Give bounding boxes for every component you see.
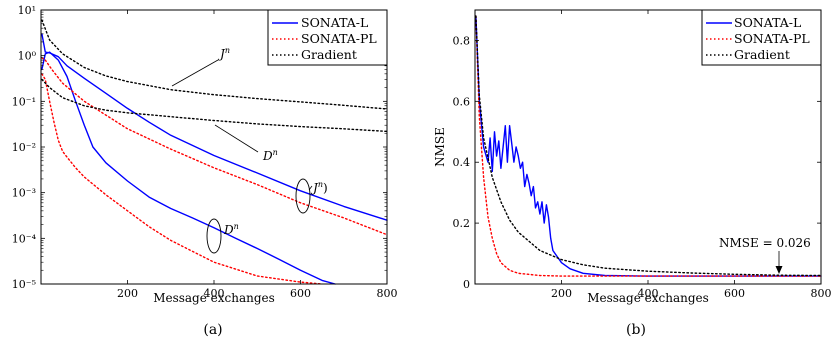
panel-b-x-axis-label: Message exchanges [587,291,709,305]
panel-b-chart: 200 400 600 800 0 0.2 0.4 0.6 0.8 NMSE = 0.026 S… [433,9,832,338]
x-tick-label: 800 [811,287,832,300]
svg-text:Jn): Jn) [310,180,328,195]
y-tick-label: 10⁻⁴ [12,232,37,245]
panel-b-caption: (b) [626,322,646,338]
legend-box [701,9,822,66]
legend-label-gradient: Gradient [301,47,357,62]
series-line-sonata-l-dn [41,51,336,285]
x-tick-label: 800 [377,287,398,300]
panel-a-chart: 200 400 600 800 10⁻⁵ 10⁻⁴ 10⁻³ 10⁻² 10⁻¹ 10⁰ 10¹ J… [12,4,398,338]
panel-b-series-group [475,15,822,277]
series-line-sonata-l [475,15,822,277]
annotation-dn-gradient: Dn [214,124,278,163]
y-tick-label: 0.8 [453,34,471,47]
x-tick-label: 600 [724,287,745,300]
legend-label-sonata-l: SONATA-L [734,15,801,30]
y-tick-label: 0.4 [453,156,471,169]
series-line-gradient-jn [41,19,388,110]
annotation-dn-sonata: Dn [206,218,239,254]
series-line-sonata-pl [475,15,822,277]
y-tick-label: 10⁻³ [12,187,36,200]
panel-b-legend: SONATA-L SONATA-PL Gradient [701,9,822,66]
panel-a-caption: (a) [203,322,222,338]
y-tick-label: 0 [463,278,470,291]
legend-label-gradient: Gradient [734,47,790,62]
y-tick-label: 10⁻⁵ [12,278,36,291]
series-line-gradient [475,15,822,277]
y-tick-label: 10¹ [18,4,36,17]
svg-text:Dn: Dn [262,148,278,163]
legend-box [267,9,388,66]
y-tick-label: 10⁰ [18,50,37,63]
x-tick-label: 600 [290,287,311,300]
legend-label-sonata-pl: SONATA-PL [301,31,377,46]
annotation-nmse-label: NMSE = 0.026 [719,236,811,250]
y-tick-label: 10⁻² [12,141,36,154]
annotation-jn-sonata: Jn) [295,178,328,214]
panel-a-x-axis-label: Message exchanges [153,291,275,305]
panel-b-y-axis-label: NMSE [433,127,447,167]
svg-text:Dn: Dn [223,222,239,237]
legend-label-sonata-l: SONATA-L [301,15,368,30]
x-tick-label: 400 [638,287,659,300]
y-tick-label: 0.2 [453,217,471,230]
panel-b-ticks: 200 400 600 800 0 0.2 0.4 0.6 0.8 [453,10,832,300]
annotation-jn-gradient: Jn [171,46,230,87]
panel-a-legend: SONATA-L SONATA-PL Gradient [267,9,388,66]
annotation-nmse-value: NMSE = 0.026 [719,236,811,274]
x-tick-label: 400 [204,287,225,300]
y-tick-label: 0.6 [453,95,471,108]
series-line-sonata-pl-jn [41,57,388,236]
legend-label-sonata-pl: SONATA-PL [734,31,810,46]
x-tick-label: 200 [117,287,138,300]
series-line-gradient-dn [41,78,388,133]
svg-text:Jn: Jn [217,46,230,61]
x-tick-label: 200 [551,287,572,300]
panel-a-series-group [41,19,388,285]
y-tick-label: 10⁻¹ [12,95,36,108]
series-line-sonata-pl-dn [41,73,323,285]
